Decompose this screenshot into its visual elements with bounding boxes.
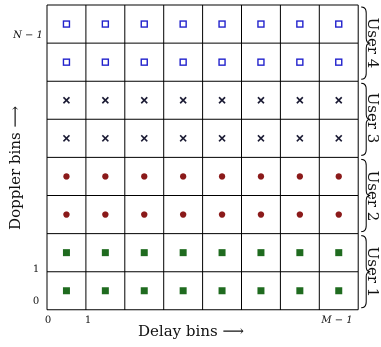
user-4-marker	[140, 58, 148, 66]
user-4-marker	[218, 20, 226, 28]
user-4-marker	[140, 20, 148, 28]
user-4-marker	[296, 20, 304, 28]
user-4-marker	[62, 58, 71, 66]
user-2-marker	[102, 173, 109, 180]
user-3-marker	[218, 134, 226, 142]
user-4-marker	[101, 58, 110, 66]
user-2-marker	[102, 211, 109, 218]
user-3-marker	[101, 134, 109, 142]
user-1-marker	[296, 249, 304, 257]
user-3-marker	[179, 134, 187, 142]
user-1-marker	[101, 249, 109, 257]
user-1-marker	[140, 249, 148, 257]
user-1-marker	[140, 287, 148, 295]
y-tick-0: 0	[33, 296, 39, 307]
user-1-marker	[257, 249, 265, 257]
x-axis-label: Delay bins ⟶	[138, 322, 244, 340]
user-3-marker	[62, 96, 71, 104]
x-tick-m-minus-1: M − 1	[320, 315, 352, 326]
user-3-marker	[296, 134, 304, 142]
user-1-marker	[218, 249, 226, 257]
user-1-marker	[62, 249, 70, 257]
grid-markers	[62, 20, 343, 295]
user-3-marker	[296, 96, 304, 104]
user-1-marker	[179, 249, 187, 257]
user-3-marker	[335, 134, 343, 142]
user-1-marker	[335, 287, 343, 295]
user-3-marker	[335, 96, 343, 104]
user-2-marker	[63, 211, 70, 218]
user-1-label: User 1	[364, 247, 381, 298]
user-4-brace	[361, 6, 371, 80]
user-2-marker	[296, 211, 304, 218]
y-tick-1: 1	[33, 264, 39, 275]
user-2-marker	[218, 211, 226, 218]
user-2-marker	[141, 211, 148, 218]
user-3-marker	[218, 96, 226, 104]
user-1-marker	[218, 287, 226, 295]
user-4-marker	[257, 58, 265, 66]
y-tick-n-minus-1: N − 1	[12, 30, 43, 41]
user-4-marker	[296, 58, 304, 66]
user-2-marker	[335, 173, 342, 180]
user-1-marker	[179, 287, 187, 295]
user-4-marker	[179, 58, 187, 66]
user-4-marker	[179, 20, 187, 28]
user-3-marker	[257, 96, 265, 104]
x-tick-0: 0	[45, 315, 51, 326]
user-2-marker	[179, 173, 187, 180]
user-4-marker	[335, 58, 343, 66]
user-braces	[361, 6, 371, 309]
user-1-marker	[62, 287, 70, 295]
user-4-marker	[218, 58, 226, 66]
user-2-marker	[335, 211, 342, 218]
user-1-marker	[335, 249, 343, 257]
user-2-marker	[296, 173, 304, 180]
user-3-marker	[140, 134, 148, 142]
user-4-marker	[335, 20, 343, 28]
user-2-marker	[218, 173, 226, 180]
user-3-brace	[361, 82, 371, 156]
user-4-label: User 4	[364, 18, 381, 69]
user-2-brace	[361, 158, 371, 233]
user-2-marker	[179, 211, 187, 218]
grid-lines	[46, 4, 359, 311]
user-2-marker	[257, 211, 265, 218]
user-3-label: User 3	[364, 93, 381, 144]
user-2-label: User 2	[364, 171, 381, 222]
user-3-marker	[140, 96, 148, 104]
user-1-marker	[101, 287, 109, 295]
user-3-marker	[257, 134, 265, 142]
user-2-marker	[63, 173, 70, 180]
y-axis-label: Doppler bins ⟶	[6, 106, 24, 230]
user-1-marker	[257, 287, 265, 295]
user-2-marker	[141, 173, 148, 180]
user-4-marker	[62, 20, 71, 28]
user-3-marker	[179, 96, 187, 104]
user-2-marker	[257, 173, 265, 180]
user-1-brace	[361, 235, 371, 309]
x-tick-1: 1	[85, 315, 91, 326]
user-4-marker	[101, 20, 110, 28]
user-1-marker	[296, 287, 304, 295]
user-3-marker	[101, 96, 109, 104]
user-3-marker	[62, 134, 71, 142]
user-4-marker	[257, 20, 265, 28]
